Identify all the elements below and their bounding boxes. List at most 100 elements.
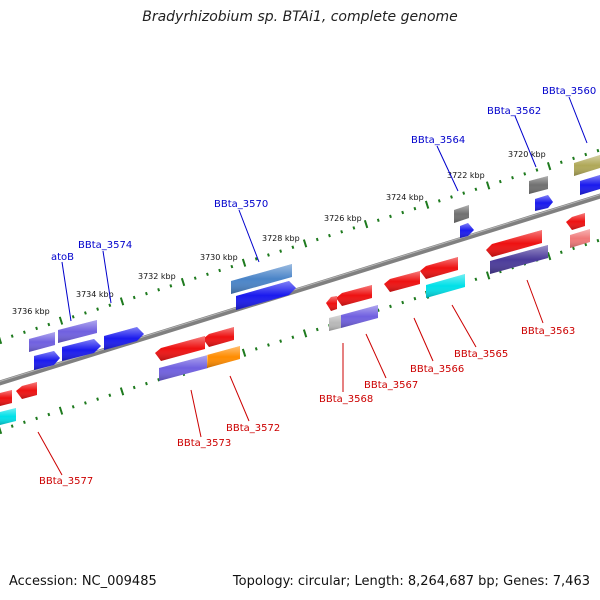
gene-feature-shade [231,264,292,294]
gene-label-BBta_3566[interactable]: BBta_3566 [410,364,464,375]
minor-tick [498,179,502,184]
minor-tick [132,385,136,390]
gene-label-BBta_3574[interactable]: BBta_3574 [78,240,132,251]
minor-tick [96,397,100,401]
minor-tick [352,226,356,230]
connector-BBta_3563 [526,279,544,324]
gene-feature-shade [529,176,548,194]
minor-tick [437,199,441,203]
minor-tick [47,412,51,417]
gene-feature-shade [326,296,337,311]
gene-feature-shade [0,390,12,406]
gene-label-BBta_3568[interactable]: BBta_3568 [319,394,373,405]
minor-tick [71,315,75,319]
minor-tick [10,334,14,338]
minor-tick [145,381,148,386]
minor-tick [376,218,380,222]
tick-label: 3728 kbp [262,234,300,243]
minor-tick [584,152,588,157]
tick-label: 3724 kbp [386,193,424,202]
gene-label-BBta_3567[interactable]: BBta_3567 [364,380,418,391]
minor-tick [132,295,136,300]
accession-text: Accession: NC_009485 [9,574,157,589]
gene-feature-shade [329,315,341,331]
gene-feature-shade [454,205,469,223]
gene-feature-shade [535,195,553,211]
minor-tick [10,424,14,428]
gene-feature-shade [104,327,144,350]
minor-tick [193,276,197,280]
tick-labels: 3736 kbp 3734 kbp 3732 kbp 3730 kbp 3728… [12,150,546,316]
tick-label: 3730 kbp [200,253,238,262]
minor-tick [218,268,222,273]
map-title: Bradyrhizobium sp. BTAi1, complete genom… [142,9,458,25]
tick-label: 3732 kbp [138,272,176,281]
minor-tick [84,311,87,315]
minor-tick [328,233,331,238]
major-tick [302,329,308,338]
gene-label-BBta_3563[interactable]: BBta_3563 [521,326,575,337]
gene-feature-shade [16,382,37,399]
minor-tick [340,230,344,234]
minor-tick [596,238,600,243]
minor-tick [474,277,478,282]
major-tick [302,239,308,248]
minor-tick [462,191,466,195]
minor-tick [315,237,319,242]
minor-tick [108,303,112,307]
connector-BBta_3574 [102,250,112,304]
gene-feature-shade [207,346,240,368]
major-tick [424,200,430,209]
minor-tick [450,195,453,199]
minor-tick [291,245,295,249]
minor-tick [401,300,405,305]
gene-feature-shade [58,320,97,343]
minor-tick [108,393,112,397]
gene-feature-shade [159,355,208,381]
minor-tick [511,175,514,180]
tick-label: 3734 kbp [76,290,114,299]
minor-tick [35,416,39,421]
minor-tick [145,291,148,296]
gene-label-BBta_3562[interactable]: BBta_3562 [487,106,541,117]
gene-label-BBta_3577[interactable]: BBta_3577 [39,476,93,487]
connector-BBta_3572 [229,375,250,422]
connector-BBta_3565 [451,304,477,348]
gene-feature-shading [0,155,600,425]
minor-tick [584,242,588,247]
gene-feature-shade [0,408,16,425]
minor-tick [267,343,270,347]
minor-tick [22,330,26,335]
connector-BBta_3577 [37,431,63,476]
gene-feature-shade [336,285,372,306]
label-connectors [37,96,588,476]
major-tick [119,297,125,306]
gene-label-BBta_3572[interactable]: BBta_3572 [226,423,280,434]
upper-tick-track [0,148,600,345]
major-tick [363,219,369,229]
minor-tick [559,250,563,254]
major-tick [0,426,3,435]
minor-tick [267,253,270,257]
gene-label-atoB[interactable]: atoB [51,252,74,263]
major-tick [119,387,125,396]
major-tick [546,251,552,261]
minor-tick [47,322,51,327]
gene-label-BBta_3564[interactable]: BBta_3564 [411,135,465,146]
gene-feature-shade [486,230,542,257]
gene-label-BBta_3560[interactable]: BBta_3560 [542,86,596,97]
gene-feature-shade [236,281,296,310]
minor-tick [71,405,75,409]
minor-tick [523,172,527,176]
genome-summary-text: Topology: circular; Length: 8,264,687 bp… [232,574,590,589]
gene-label-BBta_3565[interactable]: BBta_3565 [454,349,508,360]
gene-feature-shade [574,155,600,176]
gene-label-BBta_3570[interactable]: BBta_3570 [214,199,268,210]
gene-feature-shade [580,175,600,195]
gene-label-BBta_3573[interactable]: BBta_3573 [177,438,231,449]
connector-BBta_3573 [190,389,202,438]
minor-tick [401,210,405,215]
tick-label: 3736 kbp [12,307,50,316]
gene-feature-shade [203,327,234,347]
